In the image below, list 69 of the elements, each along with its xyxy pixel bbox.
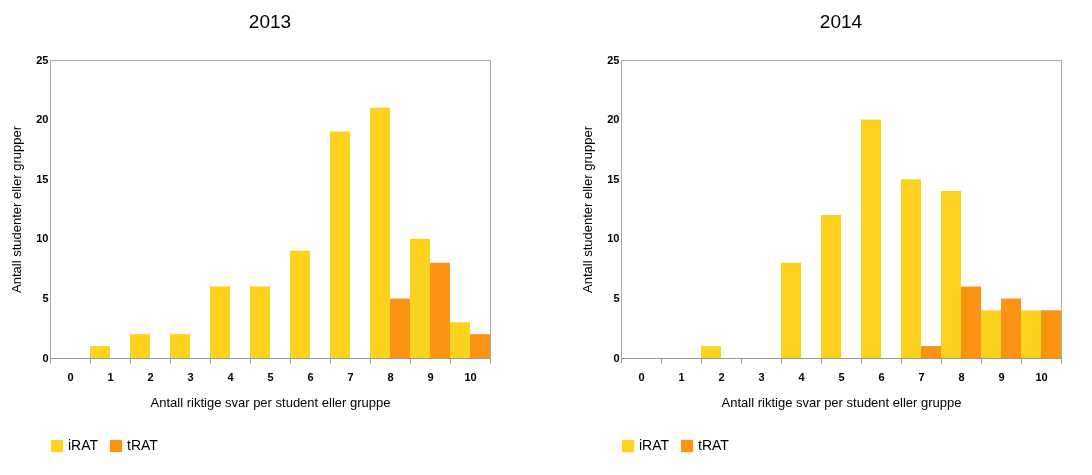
x-tick-label: 7	[918, 370, 925, 383]
x-tick-label: 5	[267, 370, 274, 383]
x-tick-label: 9	[998, 370, 1005, 383]
bar	[941, 191, 961, 358]
bar	[1001, 298, 1021, 358]
bar	[701, 346, 721, 358]
legend-label: iRAT	[639, 437, 670, 453]
x-tick-label: 4	[227, 370, 235, 383]
y-tick-label: 15	[607, 172, 620, 185]
y-tick-label: 10	[607, 232, 620, 245]
x-tick-label: 5	[838, 370, 845, 383]
bar	[290, 250, 310, 358]
bar	[430, 262, 450, 358]
bar	[370, 107, 390, 358]
y-tick-label: 5	[613, 291, 620, 304]
y-tick-label: 15	[36, 172, 49, 185]
x-axis-title: Antall riktige svar per student eller gruppe	[150, 394, 391, 410]
x-tick-label: 3	[758, 370, 765, 383]
bar	[130, 334, 150, 358]
bar	[450, 322, 470, 358]
x-tick-label: 9	[427, 370, 434, 383]
x-tick-label: 0	[67, 370, 74, 383]
bar	[390, 298, 410, 358]
bar	[1021, 310, 1041, 358]
y-tick-label: 10	[36, 232, 49, 245]
y-tick-label: 5	[42, 291, 49, 304]
y-axis-title: Antall studenter eller grupper	[9, 125, 25, 293]
x-tick-label: 8	[958, 370, 965, 383]
y-tick-label: 20	[36, 113, 49, 126]
y-tick-label: 20	[607, 113, 620, 126]
y-tick-label: 0	[613, 351, 620, 364]
bar	[901, 179, 921, 358]
bar	[250, 286, 270, 358]
bar	[470, 334, 490, 358]
legend-label: tRAT	[698, 437, 730, 453]
bar	[921, 346, 941, 358]
x-tick-label: 7	[347, 370, 354, 383]
bar	[821, 214, 841, 358]
legend-label: iRAT	[68, 437, 99, 453]
legend-label: tRAT	[127, 437, 159, 453]
bar	[861, 119, 881, 358]
bar	[170, 334, 190, 358]
x-tick-label: 2	[147, 370, 154, 383]
x-tick-label: 8	[387, 370, 394, 383]
x-tick-label: 6	[878, 370, 885, 383]
x-tick-label: 0	[638, 370, 645, 383]
x-tick-label: 6	[307, 370, 314, 383]
x-tick-label: 3	[187, 370, 194, 383]
bar	[210, 286, 230, 358]
bar	[330, 131, 350, 358]
bar	[90, 346, 110, 358]
x-tick-label: 2	[718, 370, 725, 383]
bar	[781, 262, 801, 358]
x-tick-label: 4	[798, 370, 806, 383]
x-tick-label: 1	[678, 370, 685, 383]
y-axis-title: Antall studenter eller grupper	[580, 125, 596, 293]
x-tick-label: 1	[107, 370, 114, 383]
x-axis-title: Antall riktige svar per student eller gruppe	[721, 394, 962, 410]
x-tick-label: 10	[464, 370, 477, 383]
chart-title: 2014	[819, 11, 863, 32]
bar	[961, 286, 981, 358]
bar	[410, 238, 430, 358]
bar	[1041, 310, 1061, 358]
y-tick-label: 0	[42, 351, 49, 364]
y-tick-label: 25	[607, 53, 620, 66]
x-tick-label: 10	[1035, 370, 1048, 383]
bar	[981, 310, 1001, 358]
chart-title: 2013	[248, 11, 292, 32]
y-tick-label: 25	[36, 53, 49, 66]
